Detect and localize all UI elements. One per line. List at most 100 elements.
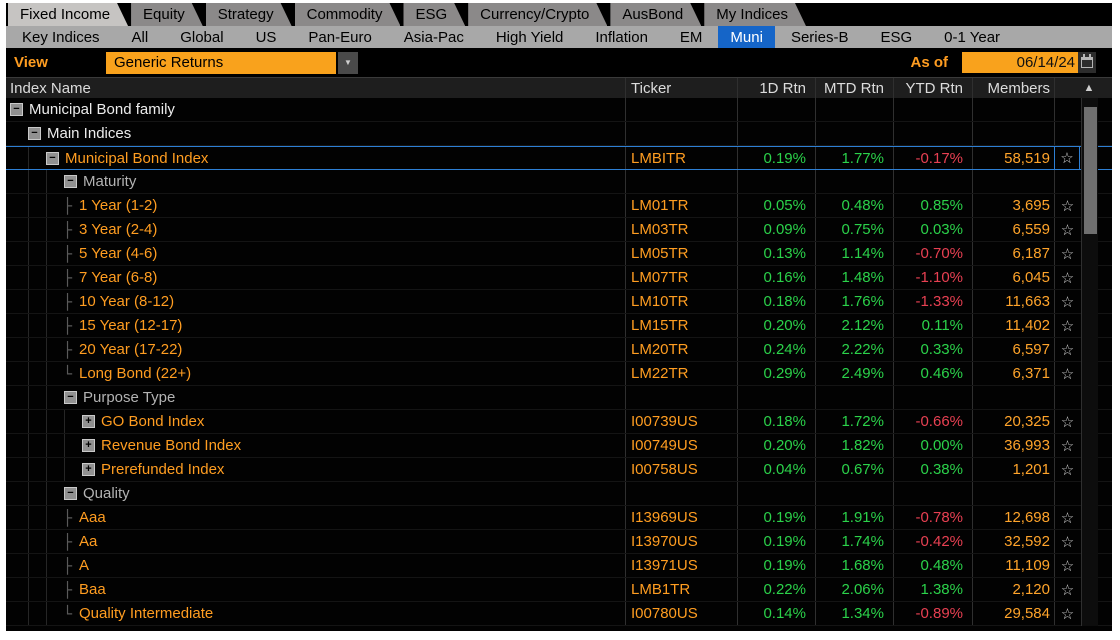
table-row[interactable]: ├ 10 Year (8-12) LM10TR 0.18% 1.76% -1.33% 11,… — [6, 290, 1112, 314]
subnav-item-high-yield[interactable]: High Yield — [495, 28, 564, 46]
tab-ausbond[interactable]: AusBond — [610, 3, 701, 26]
star-icon[interactable]: ☆ — [1060, 317, 1075, 335]
table-row[interactable]: ├ Aaa I13969US 0.19% 1.91% -0.78% 12,698 ☆ — [6, 506, 1112, 530]
collapse-icon[interactable]: − — [64, 175, 77, 188]
tree-guide — [28, 434, 46, 457]
star-icon[interactable]: ☆ — [1060, 150, 1074, 167]
column-header-ytd-rtn[interactable]: YTD Rtn — [893, 78, 972, 98]
table-row[interactable]: ├ 20 Year (17-22) LM20TR 0.24% 2.22% 0.33% 6,5… — [6, 338, 1112, 362]
ticker-cell — [625, 98, 737, 121]
expand-icon[interactable]: + — [82, 463, 95, 476]
table-row[interactable]: ├ 7 Year (6-8) LM07TR 0.16% 1.48% -1.10% 6,045… — [6, 266, 1112, 290]
calendar-button[interactable] — [1078, 52, 1096, 73]
tab-commodity[interactable]: Commodity — [295, 3, 401, 26]
table-row[interactable]: ├ 3 Year (2-4) LM03TR 0.09% 0.75% 0.03% 6,559 ☆ — [6, 218, 1112, 242]
collapse-icon[interactable]: − — [28, 127, 41, 140]
tab-fixed-income[interactable]: Fixed Income — [8, 3, 128, 26]
table-row[interactable]: − Maturity — [6, 170, 1112, 194]
subnav-item-muni[interactable]: Muni — [718, 26, 775, 48]
star-icon[interactable]: ☆ — [1060, 413, 1075, 431]
as-of-date-input[interactable]: 06/14/24 — [962, 52, 1078, 73]
ticker-cell: LM03TR — [625, 218, 737, 241]
expand-icon[interactable]: + — [82, 439, 95, 452]
collapse-icon[interactable]: − — [46, 151, 59, 165]
ytd-rtn-cell: 0.48% — [893, 554, 972, 577]
expand-icon[interactable]: + — [82, 415, 95, 428]
star-icon[interactable]: ☆ — [1060, 221, 1075, 239]
vertical-scrollbar[interactable] — [1081, 98, 1098, 626]
tab-my-indices[interactable]: My Indices — [704, 3, 806, 26]
star-icon[interactable]: ☆ — [1060, 245, 1075, 263]
star-icon[interactable]: ☆ — [1060, 533, 1075, 551]
table-row[interactable]: + Prerefunded Index I00758US 0.04% 0.67% 0.38… — [6, 458, 1112, 482]
scrollbar-thumb[interactable] — [1084, 107, 1097, 234]
star-icon[interactable]: ☆ — [1060, 293, 1075, 311]
ytd-rtn-cell: 0.03% — [893, 218, 972, 241]
tree-guide — [10, 194, 28, 217]
tree-guide — [46, 506, 64, 529]
table-row[interactable]: ├ A I13971US 0.19% 1.68% 0.48% 11,109 ☆ — [6, 554, 1112, 578]
subnav-item-inflation[interactable]: Inflation — [595, 28, 648, 46]
column-header-members[interactable]: Members — [972, 78, 1054, 98]
subnav-item-us[interactable]: US — [255, 28, 277, 46]
subnav-item-asia-pac[interactable]: Asia-Pac — [403, 28, 464, 46]
column-header-index-name[interactable]: Index Name — [10, 79, 91, 97]
tab-equity[interactable]: Equity — [131, 3, 203, 26]
favorite-cell: ☆ — [1054, 338, 1080, 361]
table-row[interactable]: └ Long Bond (22+) LM22TR 0.29% 2.49% 0.46% 6,3… — [6, 362, 1112, 386]
view-select[interactable]: Generic Returns — [106, 51, 336, 74]
column-header-mtd-rtn[interactable]: MTD Rtn — [815, 78, 893, 98]
star-icon[interactable]: ☆ — [1060, 197, 1075, 215]
as-of-date-value: 06/14/24 — [1016, 54, 1075, 71]
ticker-cell: LM15TR — [625, 314, 737, 337]
table-row[interactable]: └ Quality Intermediate I00780US 0.14% 1.34% -… — [6, 602, 1112, 626]
table-row[interactable]: − Purpose Type — [6, 386, 1112, 410]
table-row[interactable]: − Quality — [6, 482, 1112, 506]
star-icon[interactable]: ☆ — [1060, 437, 1075, 455]
favorite-cell — [1054, 122, 1080, 145]
ticker-cell: I00780US — [625, 602, 737, 625]
table-row[interactable]: − Main Indices — [6, 122, 1112, 146]
subnav-item-all[interactable]: All — [131, 28, 149, 46]
subnav-item-0-1-year[interactable]: 0-1 Year — [944, 28, 1001, 46]
star-icon[interactable]: ☆ — [1060, 269, 1075, 287]
index-name-label: 7 Year (6-8) — [79, 269, 158, 286]
table-row[interactable]: + Revenue Bond Index I00749US 0.20% 1.82% 0.0… — [6, 434, 1112, 458]
subnav-item-esg[interactable]: ESG — [880, 28, 913, 46]
tab-strategy[interactable]: Strategy — [206, 3, 292, 26]
tab-esg[interactable]: ESG — [403, 3, 465, 26]
subnav-item-key-indices[interactable]: Key Indices — [22, 28, 100, 46]
tab-currency-crypto[interactable]: Currency/Crypto — [468, 3, 607, 26]
table-row[interactable]: ├ 1 Year (1-2) LM01TR 0.05% 0.48% 0.85% 3,695 ☆ — [6, 194, 1112, 218]
collapse-icon[interactable]: − — [10, 103, 23, 116]
table-row[interactable]: ├ Aa I13970US 0.19% 1.74% -0.42% 32,592 ☆ — [6, 530, 1112, 554]
table-row[interactable]: ├ 15 Year (12-17) LM15TR 0.20% 2.12% 0.11% 11,… — [6, 314, 1112, 338]
collapse-icon[interactable]: − — [64, 487, 77, 500]
tree-guide — [28, 458, 46, 481]
table-row[interactable]: ├ Baa LMB1TR 0.22% 2.06% 1.38% 2,120 ☆ — [6, 578, 1112, 602]
view-dropdown-button[interactable]: ▼ — [338, 51, 358, 74]
star-icon[interactable]: ☆ — [1060, 605, 1075, 623]
subnav-item-global[interactable]: Global — [180, 28, 224, 46]
mtd-rtn-cell: 0.75% — [815, 218, 893, 241]
table-row[interactable]: ├ 5 Year (4-6) LM05TR 0.13% 1.14% -0.70% 6,187… — [6, 242, 1112, 266]
subnav-item-series-b[interactable]: Series-B — [790, 28, 849, 46]
column-header-ticker[interactable]: Ticker — [625, 78, 737, 98]
index-name-label: 10 Year (8-12) — [79, 293, 175, 310]
collapse-icon[interactable]: − — [64, 391, 77, 404]
star-icon[interactable]: ☆ — [1060, 581, 1075, 599]
star-icon[interactable]: ☆ — [1060, 461, 1075, 479]
star-icon[interactable]: ☆ — [1060, 341, 1075, 359]
column-header-1d-rtn[interactable]: 1D Rtn — [737, 78, 815, 98]
star-icon[interactable]: ☆ — [1060, 365, 1075, 383]
subnav-item-em[interactable]: EM — [679, 28, 703, 46]
scroll-up-button[interactable]: ▲ — [1080, 82, 1098, 94]
table-row[interactable]: − Municipal Bond Index LMBITR 0.19% 1.77% -0.… — [6, 146, 1112, 170]
index-name-label: 3 Year (2-4) — [79, 221, 158, 238]
table-row[interactable]: − Municipal Bond family — [6, 98, 1112, 122]
subnav-item-pan-euro[interactable]: Pan-Euro — [308, 28, 372, 46]
star-icon[interactable]: ☆ — [1060, 557, 1075, 575]
star-icon[interactable]: ☆ — [1060, 509, 1075, 527]
table-row[interactable]: + GO Bond Index I00739US 0.18% 1.72% -0.66% 20… — [6, 410, 1112, 434]
ytd-rtn-cell: -0.78% — [893, 506, 972, 529]
